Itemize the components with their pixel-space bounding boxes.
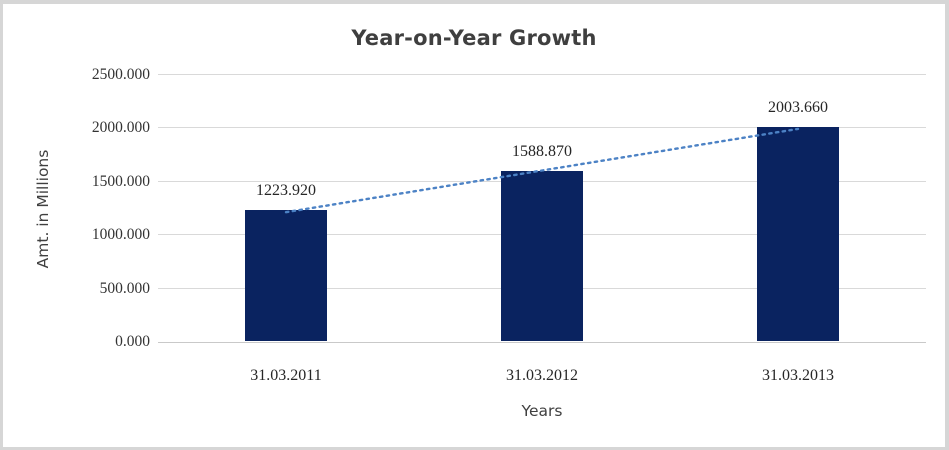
bar-value-label: 1588.870: [512, 143, 572, 160]
gridline: [158, 74, 926, 75]
plot-area: 1223.920 1588.870 2003.660: [158, 74, 926, 343]
bar-value-label: 2003.660: [768, 99, 828, 116]
x-category-label: 31.03.2011: [250, 367, 322, 384]
trendline-svg: [284, 127, 800, 214]
x-category-label: 31.03.2012: [506, 367, 578, 384]
gridline: [158, 127, 926, 128]
chart-title: Year-on-Year Growth: [351, 26, 597, 50]
bar-value-label: 1223.920: [256, 182, 316, 199]
y-tick-label: 500.000: [99, 280, 150, 297]
y-tick-label: 2000.000: [91, 119, 150, 136]
x-axis-title: Years: [521, 402, 563, 420]
x-axis-line: [158, 342, 926, 343]
bar: [245, 210, 327, 341]
bar: [757, 127, 839, 341]
bar: [501, 171, 583, 341]
chart-canvas: Year-on-Year Growth Amt. in Millions 0.0…: [3, 4, 945, 447]
y-tick-label: 0.000: [115, 333, 150, 350]
y-axis-tick-labels: 0.000 500.000 1000.000 1500.000 2000.000 2500…: [3, 66, 150, 350]
y-tick-label: 2500.000: [91, 66, 150, 83]
x-axis-category-labels: 31.03.2011 31.03.2012 31.03.2013: [158, 361, 926, 384]
y-tick-label: 1000.000: [91, 226, 150, 243]
x-category-label: 31.03.2013: [762, 367, 834, 384]
trendline: [284, 127, 800, 214]
y-tick-label: 1500.000: [91, 173, 150, 190]
